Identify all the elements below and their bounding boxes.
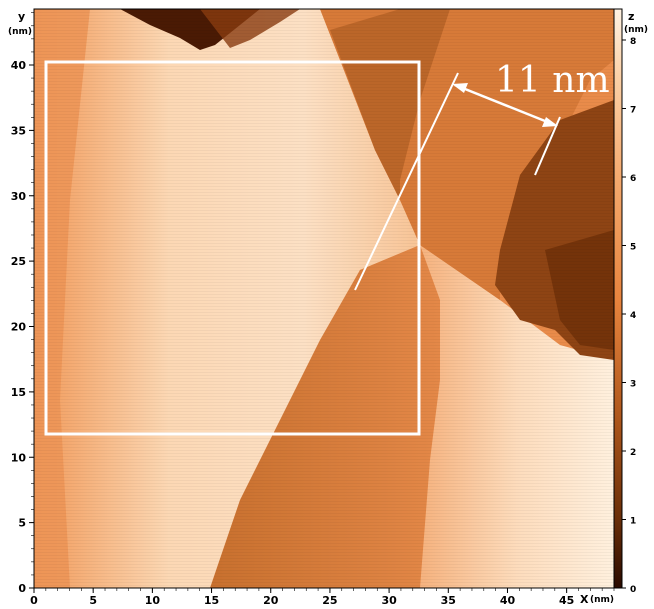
x-tick-label: 20 <box>263 594 279 607</box>
x-axis-unit: (nm) <box>590 595 614 605</box>
z-axis-ticks: 0 1 2 3 4 5 6 7 8 <box>622 37 636 595</box>
afm-image <box>34 9 614 588</box>
measure-arrow-line <box>454 83 556 127</box>
x-axis-label: X <box>580 593 589 606</box>
z-tick-label: 6 <box>630 174 636 184</box>
x-tick-label: 10 <box>145 594 161 607</box>
measure-label: 11 nm <box>495 60 610 101</box>
y-axis-label: y <box>18 10 25 23</box>
y-tick-label: 30 <box>11 190 27 203</box>
x-tick-label: 35 <box>441 594 456 607</box>
z-tick-label: 3 <box>630 380 636 390</box>
z-axis-label: z <box>628 10 634 23</box>
measure-line-left <box>354 72 459 291</box>
y-tick-label: 35 <box>11 124 26 137</box>
z-axis-unit: (nm) <box>624 25 648 35</box>
y-tick-label: 40 <box>11 59 27 72</box>
y-tick-label: 10 <box>11 451 27 464</box>
z-tick-label: 1 <box>630 517 636 527</box>
y-tick-label: 25 <box>11 255 26 268</box>
arrowhead-left <box>452 83 468 93</box>
y-axis-ticks: 0 5 10 15 20 25 30 35 40 <box>11 12 34 595</box>
x-tick-label: 30 <box>381 594 397 607</box>
y-tick-label: 15 <box>11 386 26 399</box>
x-tick-label: 45 <box>559 594 574 607</box>
z-tick-label: 2 <box>630 448 636 458</box>
measure-line-right <box>534 116 561 176</box>
y-tick-label: 0 <box>18 582 26 595</box>
x-tick-label: 15 <box>204 594 219 607</box>
z-tick-label: 0 <box>630 585 636 595</box>
x-axis-ticks: 0 5 10 15 20 25 30 35 40 45 <box>30 588 615 607</box>
selection-box <box>44 60 421 436</box>
x-tick-label: 40 <box>500 594 516 607</box>
x-tick-label: 25 <box>322 594 337 607</box>
arrowhead-right <box>542 117 558 127</box>
x-tick-label: 0 <box>30 594 38 607</box>
y-tick-label: 5 <box>18 517 26 530</box>
z-tick-label: 4 <box>630 311 636 321</box>
y-tick-label: 20 <box>11 321 27 334</box>
x-tick-label: 5 <box>89 594 97 607</box>
y-axis-unit: (nm) <box>8 27 32 37</box>
z-tick-label: 8 <box>630 37 636 47</box>
z-tick-label: 7 <box>630 106 636 116</box>
z-colorbar <box>613 8 623 589</box>
z-tick-label: 5 <box>630 243 636 253</box>
